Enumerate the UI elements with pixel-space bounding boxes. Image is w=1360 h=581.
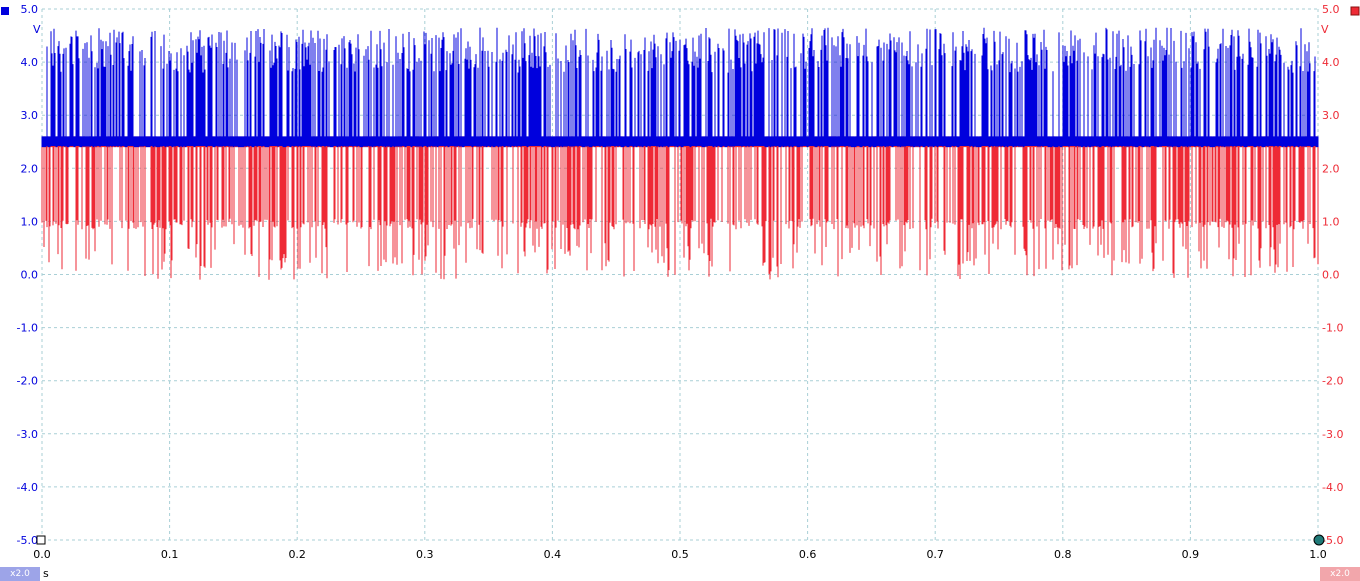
red-square-icon[interactable] — [1350, 6, 1360, 16]
x-tick-label: 0.5 — [671, 548, 689, 561]
x-tick-label: 0.3 — [416, 548, 434, 561]
x-tick-label: 0.6 — [799, 548, 817, 561]
x-tick-label: 0.0 — [33, 548, 51, 561]
y-tick-label-right: -4.0 — [1322, 481, 1343, 494]
y-tick-label-left: 2.0 — [21, 162, 39, 175]
y-tick-label-right: -2.0 — [1322, 375, 1343, 388]
x-tick-label: 1.0 — [1309, 548, 1327, 561]
series-blue-channel — [41, 27, 1319, 148]
right-unit-label: V — [1321, 23, 1329, 36]
y-tick-label-right: 4.0 — [1322, 56, 1340, 69]
y-axis-right-ticks: 5.0 4.0 3.0 2.0 1.0 0.0 -1.0 -2.0 -3.0 -4.0 -5.0 — [1322, 3, 1343, 547]
y-tick-label-left: 5.0 — [21, 3, 39, 16]
right-channel-scale-badge[interactable]: x2.0 — [1320, 567, 1360, 581]
left-unit-label: V — [33, 23, 41, 36]
y-tick-label-right: -3.0 — [1322, 428, 1343, 441]
y-tick-label-right: 3.0 — [1322, 109, 1340, 122]
x-axis-unit: s — [43, 567, 49, 580]
y-tick-label-right: -1.0 — [1322, 322, 1343, 335]
y-tick-label-left: 4.0 — [21, 56, 39, 69]
y-tick-label-left: -5.0 — [17, 534, 38, 547]
x-origin-marker-icon[interactable] — [36, 535, 46, 545]
trigger-marker-icon[interactable] — [1313, 534, 1325, 546]
left-channel-scale-badge[interactable]: x2.0 — [0, 567, 40, 581]
y-tick-label-left: -3.0 — [17, 428, 38, 441]
y-tick-label-right: -5.0 — [1322, 534, 1343, 547]
y-tick-label-left: 3.0 — [21, 109, 39, 122]
x-tick-label: 0.4 — [544, 548, 562, 561]
y-tick-label-left: 1.0 — [21, 215, 39, 228]
trace-blue-channel — [41, 27, 1319, 148]
y-axis-left-ticks: 5.0 4.0 3.0 2.0 1.0 0.0 -1.0 -2.0 -3.0 -4.0 -5.0 — [17, 3, 38, 547]
chart-grid — [41, 8, 1319, 541]
y-tick-label-right: 1.0 — [1322, 215, 1340, 228]
x-tick-label: 0.1 — [161, 548, 179, 561]
y-tick-label-left: -2.0 — [17, 375, 38, 388]
x-tick-label: 0.7 — [926, 548, 944, 561]
y-tick-label-left: -4.0 — [17, 481, 38, 494]
x-tick-label: 0.2 — [288, 548, 306, 561]
x-tick-label: 0.9 — [1182, 548, 1200, 561]
y-tick-label-right: 2.0 — [1322, 162, 1340, 175]
y-tick-label-right: 5.0 — [1322, 3, 1340, 16]
y-tick-label-left: 0.0 — [21, 269, 39, 282]
y-tick-label-right: 0.0 — [1322, 269, 1340, 282]
blue-square-icon[interactable] — [1, 7, 9, 15]
x-tick-label: 0.8 — [1054, 548, 1072, 561]
x-axis-ticks: 0.0 0.1 0.2 0.3 0.4 0.5 0.6 0.7 0.8 0.9 1.0 — [33, 548, 1327, 561]
y-tick-label-left: -1.0 — [17, 322, 38, 335]
